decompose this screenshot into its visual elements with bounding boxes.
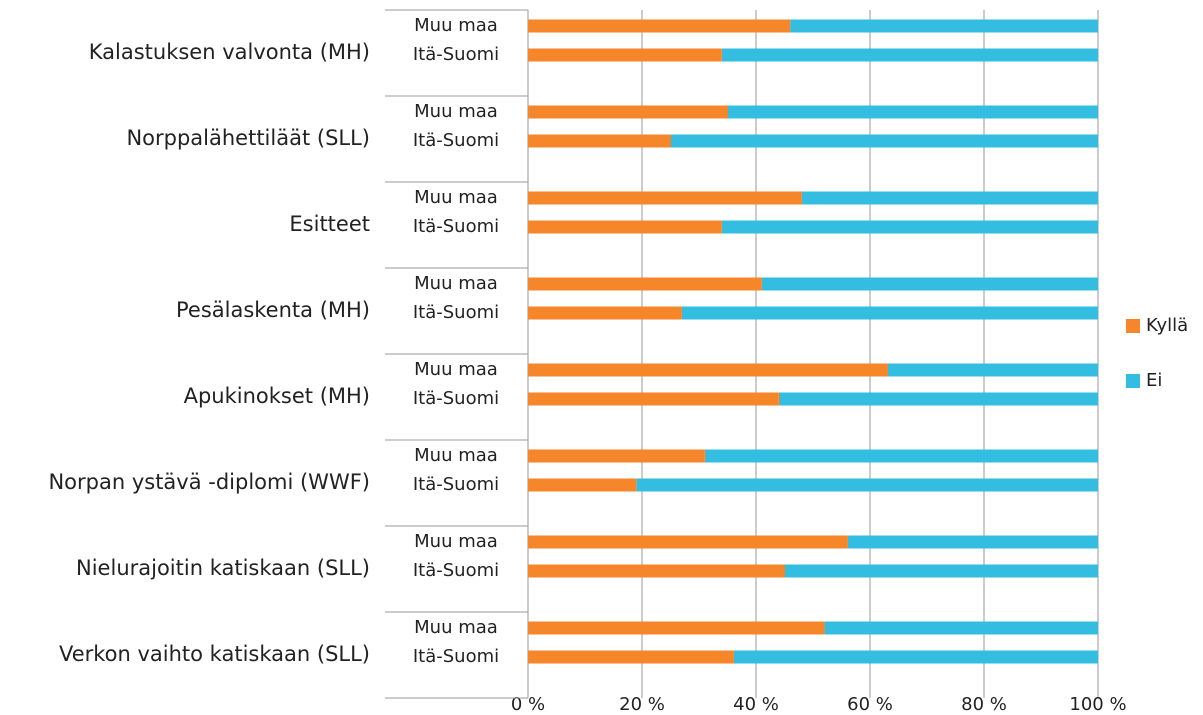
bar-segment (887, 363, 1098, 377)
bar-segment (528, 535, 848, 549)
bar-segment (681, 306, 1098, 320)
bar-segment (528, 277, 762, 291)
group-label: Kalastuksen valvonta (MH) (89, 40, 370, 64)
x-tick-label: 100 % (1069, 694, 1126, 715)
bar-segment (790, 19, 1098, 33)
category-label: Muu maa (414, 617, 498, 638)
bar-segment (528, 19, 791, 33)
category-label: Muu maa (414, 15, 498, 36)
category-label: Itä-Suomi (413, 130, 499, 151)
legend-swatch (1126, 319, 1140, 333)
group-label: Norppalähettiläät (SLL) (126, 126, 370, 150)
bar-segment (824, 621, 1098, 635)
bar-segment (784, 564, 1098, 578)
group-label: Esitteet (289, 212, 370, 236)
bar-segment (528, 48, 722, 62)
legend-label: Kyllä (1146, 315, 1188, 336)
bar-segment (778, 392, 1098, 406)
bar-segment (528, 363, 888, 377)
bar-segment (721, 48, 1098, 62)
group-label: Verkon vaihto katiskaan (SLL) (59, 642, 370, 666)
bar-segment (528, 449, 705, 463)
x-tick-label: 80 % (961, 694, 1007, 715)
category-label: Muu maa (414, 445, 498, 466)
bar-segment (528, 220, 722, 234)
bar-segment (670, 134, 1098, 148)
legend-swatch (1126, 374, 1140, 388)
category-label: Itä-Suomi (413, 560, 499, 581)
category-label: Itä-Suomi (413, 302, 499, 323)
bar-segment (528, 650, 734, 664)
bar-segment (528, 392, 779, 406)
category-label: Muu maa (414, 273, 498, 294)
legend-label: Ei (1146, 370, 1162, 391)
category-label: Itä-Suomi (413, 646, 499, 667)
bar-segment (528, 621, 825, 635)
x-tick-label: 0 % (511, 694, 545, 715)
x-tick-label: 20 % (619, 694, 665, 715)
category-label: Itä-Suomi (413, 216, 499, 237)
group-label: Norpan ystävä -diplomi (WWF) (48, 470, 370, 494)
group-label: Nielurajoitin katiskaan (SLL) (76, 556, 370, 580)
bar-segment (727, 105, 1098, 119)
category-label: Muu maa (414, 531, 498, 552)
bar-segment (528, 191, 802, 205)
bar-segment (801, 191, 1098, 205)
category-label: Muu maa (414, 101, 498, 122)
bar-segment (528, 478, 637, 492)
x-tick-label: 60 % (847, 694, 893, 715)
group-label: Pesälaskenta (MH) (176, 298, 370, 322)
bar-segment (528, 134, 671, 148)
category-label: Itä-Suomi (413, 388, 499, 409)
bar-segment (528, 564, 785, 578)
bar-segment (704, 449, 1098, 463)
bar-segment (847, 535, 1098, 549)
group-label: Apukinokset (MH) (184, 384, 370, 408)
bar-segment (528, 105, 728, 119)
bar-segment (721, 220, 1098, 234)
category-label: Itä-Suomi (413, 474, 499, 495)
category-label: Muu maa (414, 187, 498, 208)
bar-segment (733, 650, 1098, 664)
bar-segment (636, 478, 1098, 492)
category-label: Muu maa (414, 359, 498, 380)
x-tick-label: 40 % (733, 694, 779, 715)
category-label: Itä-Suomi (413, 44, 499, 65)
bar-segment (761, 277, 1098, 291)
bar-segment (528, 306, 682, 320)
